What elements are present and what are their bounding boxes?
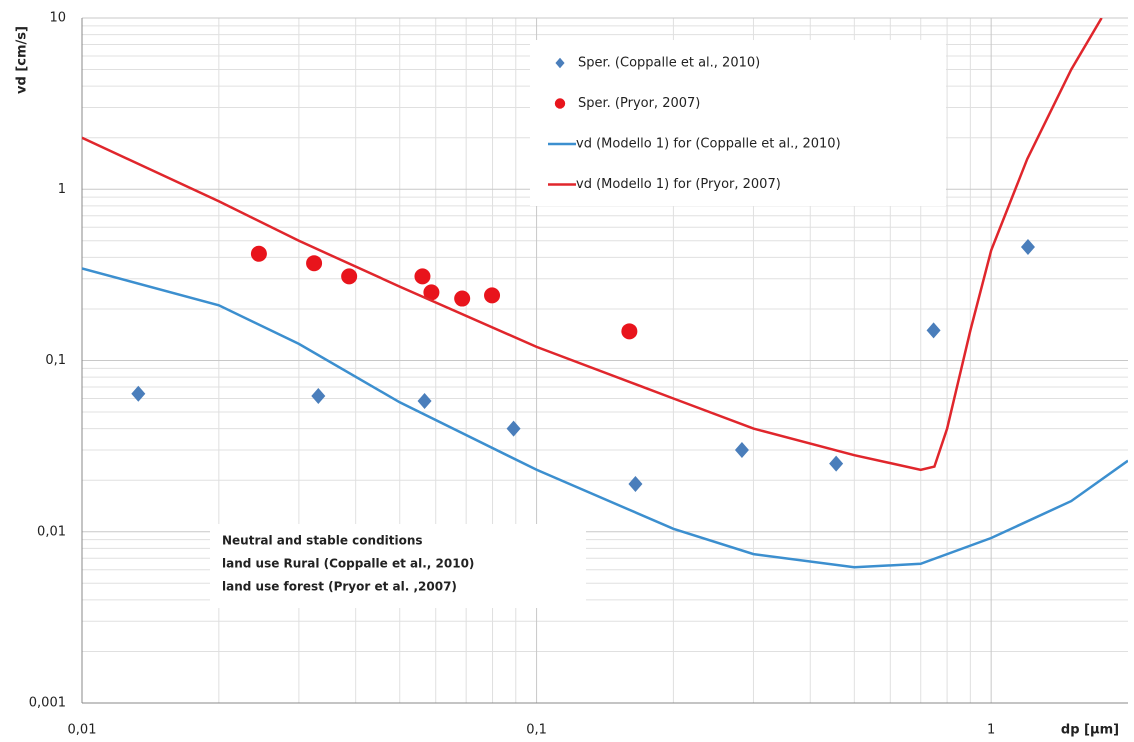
data-point xyxy=(734,442,749,459)
data-point xyxy=(506,420,521,437)
legend-marker xyxy=(555,57,565,69)
data-point xyxy=(454,290,471,307)
y-tick-label: 0,001 xyxy=(29,696,66,711)
annotation: land use Rural (Coppalle et al., 2010) xyxy=(222,557,474,571)
x-tick-label: 0,01 xyxy=(68,723,97,738)
data-point xyxy=(417,393,432,410)
annotation-box xyxy=(210,524,586,608)
data-point xyxy=(423,284,440,301)
data-point xyxy=(484,287,501,304)
data-point xyxy=(311,388,326,405)
x-tick-label: 0,1 xyxy=(526,723,547,738)
data-point xyxy=(1020,239,1035,256)
annotation: Neutral and stable conditions xyxy=(222,534,423,548)
x-tick-label: 1 xyxy=(987,723,995,738)
y-axis-label: vd [cm/s] xyxy=(15,26,30,94)
legend-marker xyxy=(554,98,566,109)
legend-box xyxy=(530,40,946,206)
data-point xyxy=(306,255,323,272)
data-point xyxy=(621,323,638,340)
legend: Sper. (Coppalle et al., 2010) Sper. (Pryo… xyxy=(548,56,841,192)
model-line xyxy=(82,267,1128,569)
data-point xyxy=(341,268,358,285)
y-tick-label: 0,01 xyxy=(37,524,66,539)
legend-label: Sper. (Coppalle et al., 2010) xyxy=(578,56,760,71)
legend-label: vd (Modello 1) for (Pryor, 2007) xyxy=(576,177,781,192)
y-tick-label: 1 xyxy=(58,182,66,197)
y-tick-label: 0,1 xyxy=(45,353,66,368)
model-line xyxy=(82,18,1103,472)
data-point xyxy=(628,476,643,493)
data-point xyxy=(829,455,844,472)
plot xyxy=(82,18,1128,569)
y-tick-label: 10 xyxy=(49,11,66,26)
legend-label: vd (Modello 1) for (Coppalle et al., 201… xyxy=(576,137,841,152)
x-axis-label: dp [µm] xyxy=(1061,723,1119,738)
legend-label: Sper. (Pryor, 2007) xyxy=(578,96,700,111)
data-point xyxy=(250,245,267,262)
data-point xyxy=(926,322,941,339)
data-point xyxy=(414,268,431,285)
data-point xyxy=(131,385,146,402)
annotation: land use forest (Pryor et al. ,2007) xyxy=(222,580,457,594)
